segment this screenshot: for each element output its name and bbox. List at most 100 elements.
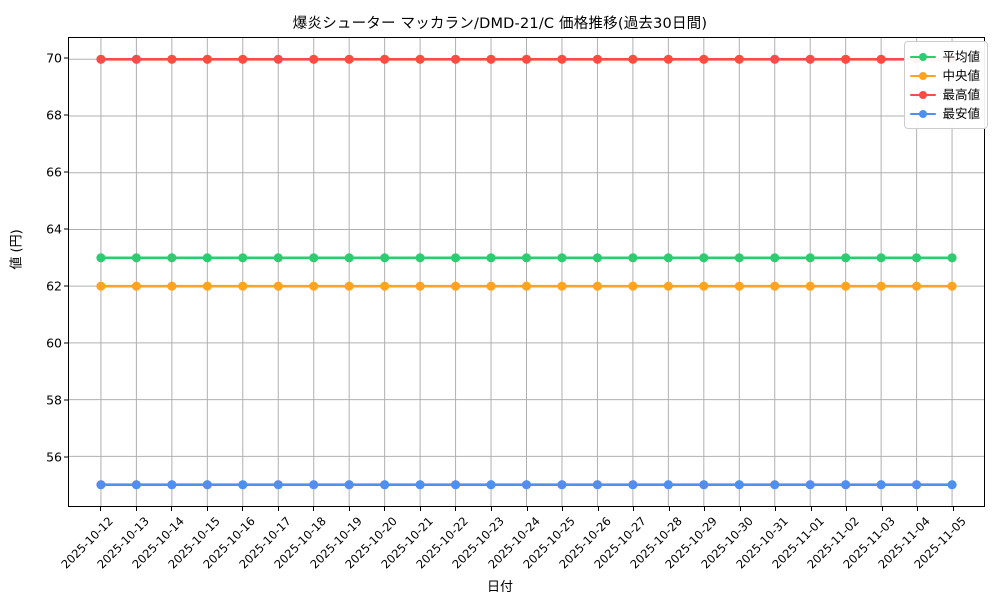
series-最安値 bbox=[96, 480, 957, 490]
x-tick-mark bbox=[668, 507, 670, 511]
data-point bbox=[699, 54, 709, 64]
x-tick-mark bbox=[953, 507, 954, 511]
x-tick-mark bbox=[597, 507, 599, 511]
data-point bbox=[415, 54, 425, 64]
y-tick-mark bbox=[64, 285, 68, 287]
data-point bbox=[734, 54, 744, 64]
legend-swatch-icon bbox=[910, 107, 937, 121]
x-tick-mark bbox=[526, 507, 528, 511]
x-tick-mark bbox=[917, 507, 919, 511]
x-tick-mark bbox=[348, 507, 350, 511]
x-tick-mark bbox=[455, 507, 457, 511]
data-point bbox=[876, 54, 886, 64]
data-point bbox=[770, 253, 780, 263]
series-平均値 bbox=[96, 253, 957, 263]
data-point bbox=[415, 480, 425, 490]
legend-item[interactable]: 最安値 bbox=[910, 104, 980, 123]
data-point bbox=[699, 281, 709, 291]
x-tick-mark bbox=[490, 507, 492, 511]
data-point bbox=[557, 54, 567, 64]
data-point bbox=[96, 480, 106, 490]
data-point bbox=[380, 253, 390, 263]
data-point bbox=[841, 54, 851, 64]
x-tick-mark bbox=[775, 507, 777, 511]
y-tick-label: 68 bbox=[46, 107, 62, 123]
data-point bbox=[521, 480, 532, 490]
data-point bbox=[734, 281, 744, 291]
data-point bbox=[947, 281, 957, 291]
data-point bbox=[841, 253, 851, 263]
data-point bbox=[663, 281, 673, 291]
y-axis-tick-labels: 56 58 60 62 64 66 68 70 bbox=[8, 37, 62, 507]
x-tick-mark bbox=[242, 507, 244, 511]
data-point bbox=[167, 281, 177, 291]
legend-label: 中央値 bbox=[942, 67, 980, 83]
data-point bbox=[521, 54, 532, 64]
data-point bbox=[734, 480, 744, 490]
data-point bbox=[947, 253, 957, 263]
data-point bbox=[486, 54, 496, 64]
data-point bbox=[273, 480, 283, 490]
data-point bbox=[309, 480, 319, 490]
data-point bbox=[202, 281, 212, 291]
x-tick-mark bbox=[384, 507, 386, 511]
legend-marker-dot bbox=[919, 52, 928, 61]
legend-marker-dot bbox=[919, 71, 928, 80]
data-point bbox=[380, 480, 390, 490]
legend-item[interactable]: 中央値 bbox=[910, 66, 980, 85]
data-point bbox=[344, 253, 354, 263]
data-point bbox=[309, 54, 319, 64]
data-point bbox=[450, 480, 461, 490]
data-point bbox=[557, 253, 567, 263]
y-tick-mark bbox=[64, 399, 68, 401]
data-point bbox=[876, 281, 886, 291]
x-tick-mark bbox=[704, 507, 706, 511]
series-中央値 bbox=[96, 281, 957, 291]
data-point bbox=[628, 281, 638, 291]
data-point bbox=[805, 54, 815, 64]
data-point bbox=[238, 54, 248, 64]
data-point bbox=[557, 480, 567, 490]
data-point bbox=[131, 253, 141, 263]
legend-swatch-icon bbox=[910, 50, 937, 64]
x-tick-mark bbox=[846, 507, 848, 511]
y-tick-label: 66 bbox=[46, 164, 62, 180]
y-tick-label: 58 bbox=[46, 392, 62, 408]
data-point bbox=[238, 253, 248, 263]
data-point bbox=[770, 281, 780, 291]
data-point bbox=[344, 54, 354, 64]
data-point bbox=[805, 480, 815, 490]
data-point bbox=[380, 281, 390, 291]
plot-area bbox=[68, 37, 985, 507]
data-point bbox=[415, 281, 425, 291]
legend-label: 最安値 bbox=[942, 105, 980, 121]
data-point bbox=[592, 480, 603, 490]
data-point bbox=[486, 281, 496, 291]
legend-swatch-icon bbox=[910, 88, 937, 102]
data-point bbox=[912, 281, 922, 291]
data-point bbox=[167, 54, 177, 64]
data-point bbox=[96, 253, 106, 263]
x-tick-mark bbox=[135, 507, 137, 511]
data-point bbox=[699, 253, 709, 263]
data-point bbox=[202, 253, 212, 263]
data-point bbox=[167, 253, 177, 263]
x-tick-mark bbox=[810, 507, 812, 511]
x-tick-mark bbox=[633, 507, 635, 511]
data-point bbox=[238, 281, 248, 291]
data-point bbox=[592, 253, 603, 263]
legend-item[interactable]: 平均値 bbox=[910, 47, 980, 66]
data-point bbox=[131, 480, 141, 490]
data-point bbox=[486, 480, 496, 490]
data-point bbox=[805, 253, 815, 263]
legend-item[interactable]: 最高値 bbox=[910, 85, 980, 104]
legend-marker-dot bbox=[919, 109, 928, 118]
data-point bbox=[699, 480, 709, 490]
legend-label: 平均値 bbox=[942, 48, 980, 64]
legend-swatch-icon bbox=[910, 69, 937, 83]
data-point bbox=[486, 253, 496, 263]
x-tick-mark bbox=[419, 507, 421, 511]
data-point bbox=[96, 281, 106, 291]
data-point bbox=[521, 253, 532, 263]
data-point bbox=[202, 54, 212, 64]
